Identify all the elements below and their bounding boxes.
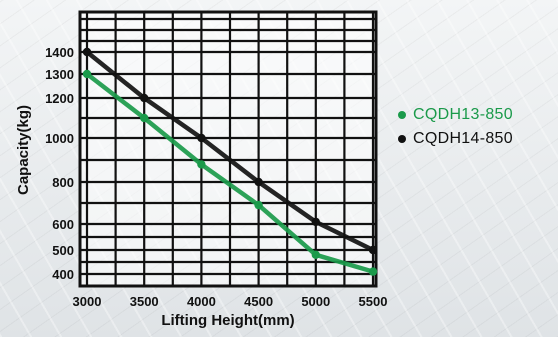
y-tick-label: 600 — [52, 217, 74, 232]
series-1-point — [82, 47, 92, 57]
series-0-point — [368, 267, 378, 276]
y-tick-labels: 400 500 600 800 1000 1200 1300 1400 — [45, 45, 74, 282]
y-tick-label: 400 — [52, 267, 74, 282]
series-line-0 — [84, 71, 376, 274]
series-0-point — [311, 250, 320, 259]
series-1-point — [140, 93, 149, 103]
x-tick-label: 5000 — [301, 294, 330, 309]
series-line-1 — [84, 49, 376, 253]
legend-dot-green — [398, 111, 406, 119]
plot-frame — [78, 10, 378, 288]
legend-dot-black — [398, 135, 406, 143]
x-tick-label: 3500 — [130, 294, 159, 309]
y-tick-label: 1400 — [45, 45, 74, 60]
series-1-point — [197, 133, 206, 143]
x-tick-labels: 3000 3500 4000 4500 5000 5500 — [73, 294, 388, 309]
y-tick-label: 500 — [52, 243, 74, 258]
y-tick-label: 1000 — [45, 131, 74, 146]
series-0-point — [197, 160, 206, 169]
series-1-point — [368, 245, 378, 255]
grid-vertical — [85, 12, 375, 286]
series-1-point — [311, 217, 320, 227]
grid-horizontal — [80, 17, 376, 276]
x-tick-label: 5500 — [359, 294, 388, 309]
x-tick-label: 4500 — [244, 294, 273, 309]
series-1-point — [254, 177, 263, 187]
x-axis-title: Lifting Height(mm) — [161, 312, 294, 329]
series-0-point — [82, 69, 92, 79]
y-tick-label: 1200 — [45, 91, 74, 106]
legend-label-cqdh14: CQDH14-850 — [413, 130, 513, 147]
legend: CQDH13-850 CQDH14-850 — [398, 106, 513, 154]
legend-label-cqdh13: CQDH13-850 — [413, 106, 513, 123]
x-tick-label: 4000 — [187, 294, 216, 309]
y-axis-title: Capacity(kg) — [15, 105, 32, 195]
series-points — [82, 47, 378, 276]
series-0-point — [254, 200, 263, 210]
x-tick-label: 3000 — [73, 294, 102, 309]
y-tick-label: 800 — [52, 175, 74, 190]
y-tick-label: 1300 — [45, 67, 74, 82]
legend-item-cqdh14: CQDH14-850 — [398, 130, 513, 148]
series-lines — [84, 49, 376, 274]
legend-item-cqdh13: CQDH13-850 — [398, 106, 513, 124]
series-0-point — [140, 113, 149, 123]
